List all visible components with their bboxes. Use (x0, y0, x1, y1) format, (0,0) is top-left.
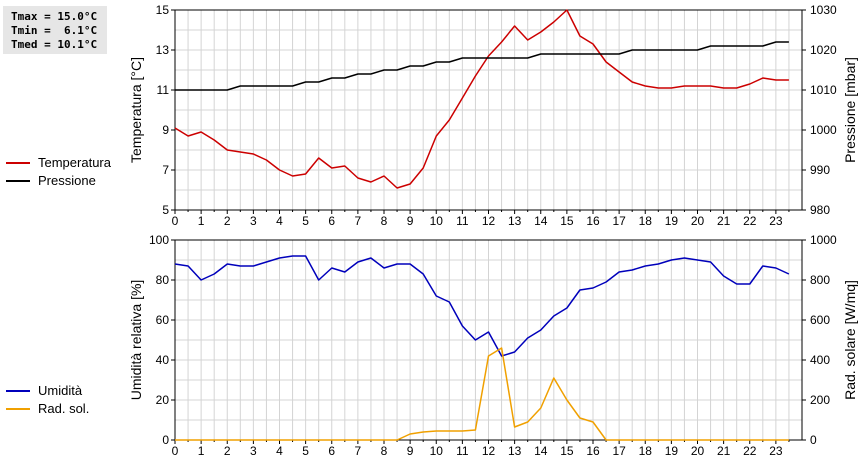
x-tick-label: 21 (717, 214, 731, 228)
legend-label-pressione: Pressione (38, 173, 96, 188)
y-axis-title-right: Pressione [mbar] (842, 57, 858, 163)
x-tick-label: 5 (302, 214, 309, 228)
y-tick-label-right: 990 (810, 163, 830, 177)
stat-tmin: Tmin = 6.1°C (11, 24, 98, 37)
x-tick-label: 16 (586, 214, 600, 228)
x-tick-label: 10 (430, 444, 444, 458)
y-tick-label-right: 400 (810, 353, 830, 367)
series-line-rad-sol (175, 347, 789, 441)
x-tick-label: 11 (456, 214, 469, 228)
legend-swatch-pressione (6, 180, 30, 182)
y-tick-label-right: 200 (810, 393, 830, 407)
x-tick-label: 15 (560, 214, 574, 228)
y-tick-label-left: 100 (149, 233, 169, 247)
x-tick-label: 13 (508, 444, 522, 458)
x-tick-label: 23 (769, 444, 783, 458)
chart-panel-1: 0 1 2 3 4 5 6 7 8 9 10 11 12 13 14 15 16 17 18 19 20 21 22 2357… (128, 3, 858, 228)
y-tick-label-right: 800 (810, 273, 830, 287)
y-tick-label-left: 40 (156, 353, 170, 367)
x-tick-label: 1 (198, 214, 205, 228)
y-tick-label-left: 80 (156, 273, 170, 287)
x-tick-label: 18 (639, 444, 653, 458)
x-tick-label: 20 (691, 444, 705, 458)
x-tick-label: 13 (508, 214, 522, 228)
series-line-umidit (174, 255, 790, 357)
legend-swatch-rad-sol (6, 408, 30, 410)
x-tick-label: 19 (665, 214, 679, 228)
stat-tmax: Tmax = 15.0°C (11, 10, 98, 23)
y-tick-label-left: 7 (162, 163, 169, 177)
x-tick-label: 9 (407, 444, 414, 458)
y-tick-label-left: 5 (162, 203, 169, 217)
legend-label-rad-sol: Rad. sol. (38, 401, 90, 416)
x-tick-label: 2 (224, 214, 231, 228)
x-tick-label: 4 (276, 444, 283, 458)
x-tick-label: 0 (172, 214, 179, 228)
y-tick-label-right: 1030 (810, 3, 837, 17)
x-tick-label: 9 (407, 214, 414, 228)
x-tick-label: 12 (482, 444, 496, 458)
x-tick-label: 17 (612, 214, 626, 228)
x-tick-label: 19 (665, 444, 679, 458)
legend-swatch-umidita (6, 390, 30, 392)
y-tick-label-right: 600 (810, 313, 830, 327)
series-line-temperatura (174, 9, 789, 189)
y-tick-label-left: 13 (156, 43, 170, 57)
x-tick-label: 3 (250, 444, 257, 458)
x-tick-label: 8 (381, 444, 388, 458)
x-tick-label: 7 (355, 444, 362, 458)
y-tick-label-left: 11 (157, 83, 170, 97)
y-tick-label-left: 60 (156, 313, 170, 327)
series-line-pressione (175, 41, 789, 91)
stat-tmed: Tmed = 10.1°C (11, 38, 98, 51)
x-tick-label: 22 (743, 214, 757, 228)
y-tick-label-left: 15 (156, 3, 170, 17)
y-tick-label-left: 20 (156, 393, 170, 407)
x-tick-label: 11 (456, 444, 469, 458)
y-axis-title-right: Rad. solare [W/mq] (842, 280, 858, 400)
x-tick-label: 21 (717, 444, 731, 458)
y-tick-label-left: 0 (162, 433, 169, 447)
x-tick-label: 22 (743, 444, 757, 458)
x-tick-label: 6 (328, 444, 335, 458)
x-tick-label: 20 (691, 214, 705, 228)
x-tick-label: 0 (172, 444, 179, 458)
x-tick-label: 18 (639, 214, 653, 228)
y-tick-label-right: 1000 (810, 123, 837, 137)
y-tick-label-right: 1000 (810, 233, 837, 247)
y-axis-title-left: Temperatura [°C] (128, 57, 144, 163)
x-tick-label: 10 (430, 214, 444, 228)
y-tick-label-left: 9 (162, 123, 169, 137)
legend-swatch-temperatura (6, 162, 30, 164)
y-axis-title-left: Umidità relativa [%] (128, 280, 144, 401)
x-tick-label: 14 (534, 214, 548, 228)
x-tick-label: 6 (328, 214, 335, 228)
y-tick-label-right: 1010 (810, 83, 837, 97)
x-tick-label: 4 (276, 214, 283, 228)
y-tick-label-right: 980 (810, 203, 830, 217)
x-tick-label: 3 (250, 214, 257, 228)
y-tick-label-right: 1020 (810, 43, 837, 57)
x-tick-label: 7 (355, 214, 362, 228)
x-tick-label: 14 (534, 444, 548, 458)
x-tick-label: 5 (302, 444, 309, 458)
x-tick-label: 16 (586, 444, 600, 458)
x-tick-label: 23 (769, 214, 783, 228)
chart-panel-2: 0 1 2 3 4 5 6 7 8 9 10 11 12 13 14 15 16 17 18 19 20 21 22 2302… (128, 233, 858, 458)
legend-label-temperatura: Temperatura (38, 155, 111, 170)
x-tick-label: 17 (612, 444, 626, 458)
x-tick-label: 12 (482, 214, 496, 228)
x-tick-label: 8 (381, 214, 388, 228)
legend-label-umidita: Umidità (38, 383, 83, 398)
x-tick-label: 1 (198, 444, 205, 458)
y-tick-label-right: 0 (810, 433, 817, 447)
stats-box: Tmax = 15.0°C Tmin = 6.1°C Tmed = 10.1°C (3, 6, 107, 54)
x-tick-label: 15 (560, 444, 574, 458)
x-tick-label: 2 (224, 444, 231, 458)
